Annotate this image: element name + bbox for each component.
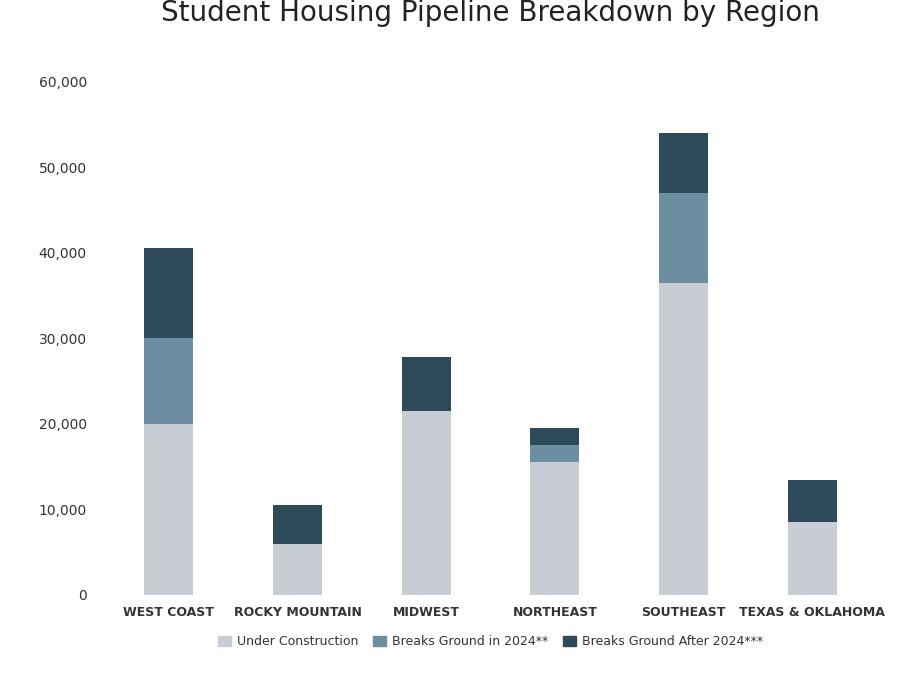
Bar bbox=[788, 522, 836, 595]
Bar bbox=[273, 505, 322, 544]
Bar bbox=[273, 544, 322, 595]
Bar bbox=[530, 445, 580, 463]
Bar bbox=[530, 428, 580, 445]
Bar bbox=[530, 463, 580, 595]
Bar bbox=[659, 283, 708, 595]
Bar bbox=[145, 338, 193, 424]
Legend: Under Construction, Breaks Ground in 2024**, Breaks Ground After 2024***: Under Construction, Breaks Ground in 202… bbox=[213, 631, 768, 653]
Bar bbox=[145, 248, 193, 338]
Bar bbox=[659, 193, 708, 283]
Bar bbox=[145, 424, 193, 595]
Title: Student Housing Pipeline Breakdown by Region: Student Housing Pipeline Breakdown by Re… bbox=[161, 0, 820, 27]
Bar bbox=[788, 480, 836, 522]
Bar bbox=[402, 357, 451, 411]
Bar bbox=[659, 133, 708, 193]
Bar bbox=[402, 411, 451, 595]
